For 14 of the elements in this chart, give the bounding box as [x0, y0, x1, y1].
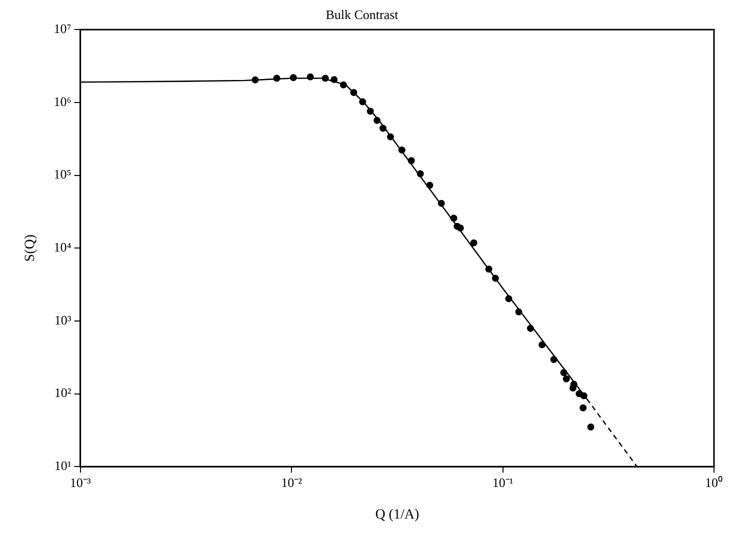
- x-tick-label: 10⁰: [705, 474, 723, 490]
- x-tick-label: 10⁻³: [70, 474, 91, 490]
- y-tick-label: 10⁶: [54, 94, 72, 109]
- x-tick-label: 10⁻¹: [492, 474, 514, 490]
- y-tick-label: 10²: [54, 385, 72, 400]
- chart-title: Bulk Contrast: [326, 7, 399, 22]
- y-tick-label: 10³: [54, 312, 72, 328]
- y-tick-label: 10⁵: [54, 166, 72, 182]
- y-tick-label: 10¹: [54, 458, 72, 474]
- x-axis-title: Q (1/A): [375, 507, 420, 522]
- x-tick-label: 10⁻²: [281, 474, 302, 490]
- y-tick-label: 10⁴: [54, 240, 72, 255]
- y-axis-title: S(Q): [23, 234, 38, 262]
- y-tick-label: 10⁷: [54, 21, 72, 36]
